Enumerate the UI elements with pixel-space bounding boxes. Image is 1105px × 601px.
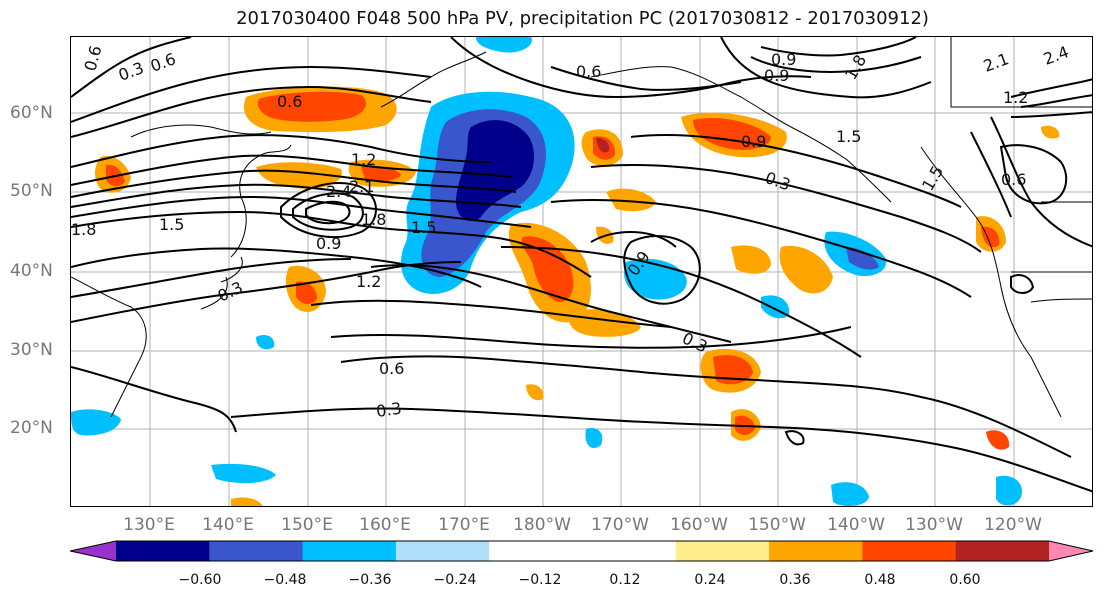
- contour-label: 0.9: [316, 234, 341, 253]
- contour-label: 0.9: [771, 50, 796, 69]
- contour-label: 1.8: [71, 220, 96, 239]
- contour-label: 1.5: [836, 127, 861, 146]
- contour-label: 2.1: [981, 49, 1011, 76]
- contour-labels-extra: 0.3: [375, 399, 403, 421]
- contour-label: 0.6: [1001, 170, 1026, 189]
- lon-label-170e: 170°E: [438, 515, 490, 535]
- lon-label-160w: 160°W: [670, 515, 728, 535]
- contour-label: 0.6: [81, 44, 106, 74]
- lat-label-50n: 50°N: [10, 181, 53, 201]
- lon-label-130w: 130°W: [905, 515, 963, 535]
- colorbar-tick: 0.36: [779, 572, 811, 588]
- colorbar-tick: 0.12: [609, 572, 641, 588]
- map-canvas: 0.6 0.3 0.6 0.9 0.6 0.9 1.5 1.8 1.5 1.2 …: [71, 37, 1092, 506]
- colorbar-tick: −0.12: [518, 572, 562, 588]
- contour-label: 0.3: [215, 278, 246, 306]
- colorbar-segments: [70, 541, 1093, 561]
- lon-label-140e: 140°E: [202, 515, 254, 535]
- colorbar-segment: [675, 541, 770, 561]
- colorbar-tick: 0.60: [949, 572, 981, 588]
- lon-label-150e: 150°E: [281, 515, 333, 535]
- contour-label: 1.2: [356, 272, 381, 291]
- colorbar-segment: [395, 541, 490, 561]
- colorbar-segment: [209, 541, 304, 561]
- contour-label: 0.9: [741, 132, 766, 151]
- map-panel: 0.6 0.3 0.6 0.9 0.6 0.9 1.5 1.8 1.5 1.2 …: [70, 36, 1093, 507]
- lon-label-130e: 130°E: [123, 515, 175, 535]
- lat-label-60n: 60°N: [10, 103, 53, 123]
- contour-label: 2.4: [326, 182, 351, 201]
- colorbar-outline: [70, 540, 1094, 562]
- colorbar-tick: 0.24: [694, 572, 726, 588]
- contour-label: 1.5: [159, 215, 184, 234]
- negative-precip-regions: [71, 37, 1022, 506]
- lat-label-20n: 20°N: [10, 418, 53, 438]
- colorbar: [70, 540, 1094, 562]
- colorbar-tick: −0.48: [263, 572, 307, 588]
- contour-label: 0.6: [148, 49, 178, 76]
- contour-label: 0.3: [375, 399, 403, 421]
- colorbar-tick: −0.36: [348, 572, 392, 588]
- contour-label: 1.5: [411, 218, 436, 237]
- page-title: 2017030400 F048 500 hPa PV, precipitatio…: [236, 8, 929, 29]
- colorbar-segment: [116, 541, 210, 561]
- contour-label: 1.2: [1003, 88, 1028, 107]
- lon-label-120w: 120°W: [984, 515, 1042, 535]
- contour-label: 0.3: [763, 168, 793, 195]
- lon-label-180w: 180°W: [513, 515, 571, 535]
- colorbar-tick: −0.24: [433, 572, 477, 588]
- lon-label-160e: 160°E: [359, 515, 411, 535]
- contour-label: 1.5: [918, 162, 947, 194]
- lon-label-150w: 150°W: [748, 515, 806, 535]
- contour-label: 0.6: [379, 359, 404, 378]
- colorbar-segment: [302, 541, 397, 561]
- contour-label: 2.4: [1041, 42, 1071, 69]
- lon-label-140w: 140°W: [827, 515, 885, 535]
- pv-contours: [71, 37, 1092, 493]
- lat-label-30n: 30°N: [10, 340, 53, 360]
- colorbar-segment: [489, 541, 583, 561]
- colorbar-extend-max: [1049, 541, 1093, 561]
- lon-label-170w: 170°W: [591, 515, 649, 535]
- colorbar-segment: [769, 541, 863, 561]
- contour-label: 0.9: [764, 66, 789, 85]
- colorbar-segment: [582, 541, 677, 561]
- colorbar-extend-min: [70, 541, 116, 561]
- contour-label: 0.6: [277, 92, 302, 111]
- contour-label: 1.2: [351, 150, 376, 169]
- colorbar-segment: [862, 541, 957, 561]
- contour-label: 0.6: [576, 62, 601, 81]
- colorbar-segment: [955, 541, 1050, 561]
- contour-label: 2.1: [349, 177, 374, 196]
- contour-label: 1.8: [841, 51, 870, 83]
- colorbar-tick: 0.48: [864, 572, 896, 588]
- lat-label-40n: 40°N: [10, 261, 53, 281]
- contour-label: 0.3: [679, 328, 710, 356]
- contour-label: 1.8: [361, 210, 386, 229]
- colorbar-tick: −0.60: [178, 572, 222, 588]
